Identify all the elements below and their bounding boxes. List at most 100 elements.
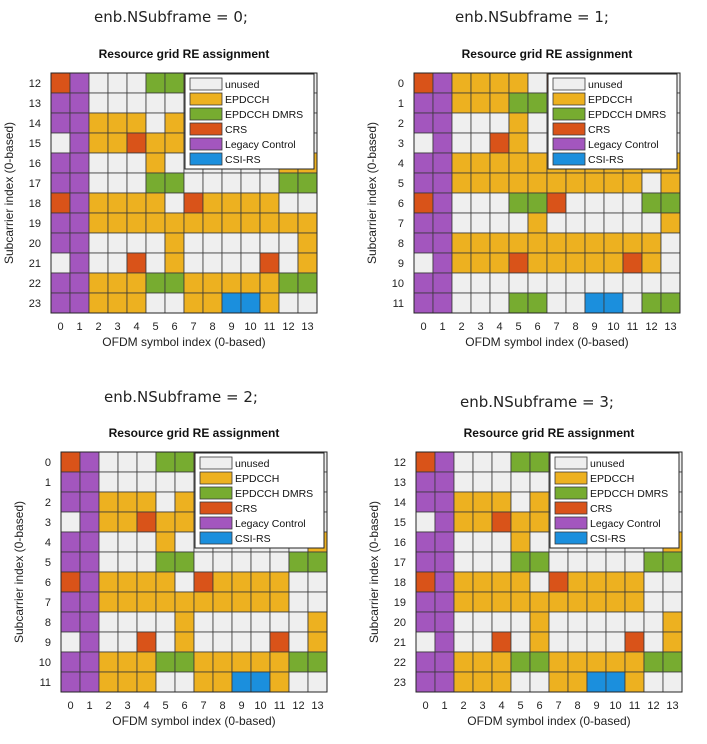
- grid-cell: [643, 551, 664, 573]
- grid-cell: [415, 491, 436, 513]
- x-tick-label: 0: [420, 321, 426, 333]
- legend-label: unused: [225, 79, 260, 91]
- grid-cell: [624, 651, 645, 673]
- grid-cell: [453, 651, 474, 673]
- grid-cell: [491, 471, 512, 493]
- grid-cell: [529, 491, 550, 513]
- legend-label: CRS: [225, 124, 247, 136]
- grid-cell: [415, 471, 436, 493]
- grid-cell: [567, 611, 588, 633]
- grid-cell: [472, 531, 493, 553]
- grid-cell: [662, 571, 683, 593]
- grid-cell: [510, 631, 531, 653]
- x-tick-label: 0: [422, 700, 428, 712]
- legend-swatch: [199, 531, 233, 545]
- grid-cell: [605, 611, 626, 633]
- caption-subframe-1: enb.NSubframe = 1;: [455, 8, 609, 26]
- grid-cell: [586, 631, 607, 653]
- legend-swatch: [189, 107, 223, 121]
- x-tick-label: 7: [190, 321, 196, 333]
- grid-cell: [510, 591, 531, 613]
- x-axis-label: OFDM symbol index (0-based): [467, 714, 630, 728]
- x-tick-label: 5: [152, 321, 158, 333]
- plot-frame: [413, 72, 681, 314]
- legend-label: EPDCCH DMRS: [225, 109, 303, 121]
- grid-cell: [491, 631, 512, 653]
- grid-cell: [472, 671, 493, 693]
- grid-cell: [529, 651, 550, 673]
- y-tick-label: 14: [394, 497, 406, 509]
- grid-cell: [453, 531, 474, 553]
- x-tick-label: 13: [311, 700, 323, 712]
- y-tick-label: 2: [398, 118, 404, 130]
- grid-cell: [415, 671, 436, 693]
- x-tick-label: 12: [647, 700, 659, 712]
- grid-cell: [548, 611, 569, 633]
- y-tick-label: 11: [393, 298, 404, 310]
- legend-swatch: [199, 501, 233, 515]
- y-tick-label: 1: [398, 98, 404, 110]
- grid-cell: [434, 471, 455, 493]
- grid-cell: [472, 591, 493, 613]
- grid-cell: [453, 551, 474, 573]
- grid-cell: [415, 531, 436, 553]
- grid-cell: [453, 451, 474, 473]
- grid-cell: [472, 471, 493, 493]
- x-tick-label: 8: [574, 700, 580, 712]
- grid-cell: [567, 571, 588, 593]
- legend-label: CSI-RS: [225, 154, 261, 166]
- grid-cell: [491, 451, 512, 473]
- legend-label: CSI-RS: [588, 154, 624, 166]
- legend-label: CSI-RS: [590, 533, 626, 545]
- grid-cell: [510, 471, 531, 493]
- grid-cell: [434, 451, 455, 473]
- grid-cell: [434, 571, 455, 593]
- y-tick-label: 14: [29, 118, 41, 130]
- grid-cell: [605, 571, 626, 593]
- grid-cell: [548, 631, 569, 653]
- x-tick-label: 0: [67, 700, 73, 712]
- grid-cell: [586, 611, 607, 633]
- x-tick-label: 12: [292, 700, 304, 712]
- x-tick-label: 2: [460, 700, 466, 712]
- x-tick-label: 3: [114, 321, 120, 333]
- legend-swatch: [554, 531, 588, 545]
- grid-cell: [548, 651, 569, 673]
- y-tick-label: 10: [39, 657, 51, 669]
- x-tick-label: 6: [536, 700, 542, 712]
- grid-cell: [415, 631, 436, 653]
- grid-cell: [434, 631, 455, 653]
- x-tick-label: 2: [458, 321, 464, 333]
- x-tick-label: 13: [664, 321, 676, 333]
- x-tick-label: 3: [124, 700, 130, 712]
- grid-cell: [434, 511, 455, 533]
- grid-cell: [529, 611, 550, 633]
- y-tick-label: 15: [29, 138, 41, 150]
- x-tick-label: 0: [57, 321, 63, 333]
- x-tick-label: 1: [86, 700, 92, 712]
- legend-swatch: [552, 107, 586, 121]
- x-tick-label: 4: [498, 700, 504, 712]
- x-tick-label: 6: [171, 321, 177, 333]
- y-tick-label: 15: [394, 517, 406, 529]
- grid-cell: [662, 631, 683, 653]
- grid-cell: [472, 631, 493, 653]
- grid-cell: [662, 671, 683, 693]
- x-tick-label: 11: [629, 700, 640, 712]
- y-tick-label: 18: [29, 198, 41, 210]
- caption-subframe-3: enb.NSubframe = 3;: [460, 393, 614, 411]
- x-tick-label: 3: [477, 321, 483, 333]
- grid-cell: [491, 571, 512, 593]
- grid-cell: [510, 651, 531, 673]
- grid-cell: [491, 671, 512, 693]
- y-tick-label: 6: [398, 198, 404, 210]
- grid-cell: [567, 651, 588, 673]
- y-tick-label: 21: [29, 258, 41, 270]
- legend-label: EPDCCH: [225, 94, 269, 106]
- y-tick-label: 9: [398, 258, 404, 270]
- y-tick-label: 22: [29, 278, 41, 290]
- legend-swatch: [199, 456, 233, 470]
- y-axis-label: Subcarrier index (0-based): [367, 501, 381, 643]
- legend-label: EPDCCH DMRS: [588, 109, 666, 121]
